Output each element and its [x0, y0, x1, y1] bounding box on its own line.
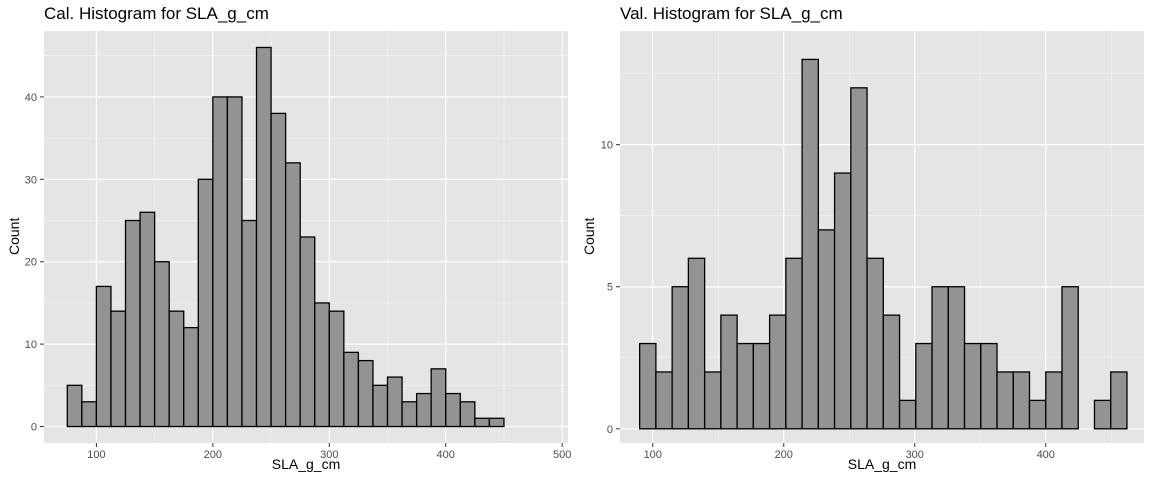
val-histogram-bar: [882, 314, 901, 430]
val-histogram-bar: [736, 342, 755, 430]
cal-y-tick-label: 10: [25, 339, 37, 351]
val-y-tick-label: 5: [607, 282, 613, 294]
val-histogram-bar: [720, 314, 738, 430]
val-histogram-bar: [996, 371, 1014, 430]
val-histogram-bar: [963, 342, 982, 430]
cal-x-tick-label: 500: [553, 449, 571, 461]
cal-x-tick-label: 200: [204, 449, 222, 461]
cal-x-tick-label: 100: [87, 449, 105, 461]
cal-y-tick-label: 0: [31, 422, 37, 434]
val-histogram-bar: [980, 342, 998, 430]
val-x-tick-label: 400: [1037, 449, 1055, 461]
val-x-axis-label: SLA_g_cm: [847, 456, 917, 472]
cal-y-tick-label: 40: [25, 92, 37, 104]
cal-y-tick-label: 30: [25, 174, 37, 186]
val-histogram-bar: [1045, 371, 1063, 430]
cal-x-tick-label: 400: [437, 449, 455, 461]
val-histogram-bar: [655, 371, 673, 430]
val-y-tick-label: 0: [607, 424, 613, 436]
val-histogram-bar: [785, 257, 803, 430]
cal-chart-title: Cal. Histogram for SLA_g_cm: [44, 4, 269, 23]
val-histogram-bar: [947, 286, 966, 430]
val-histogram-bar: [1012, 371, 1031, 430]
val-histogram-bar: [833, 172, 852, 430]
val-histogram-bar: [898, 399, 917, 430]
val-histogram-bar: [768, 314, 787, 430]
val-histogram-bar: [687, 257, 706, 430]
val-histogram-bar: [1110, 371, 1128, 430]
cal-histogram-bar: [488, 417, 505, 428]
val-x-tick-label: 300: [906, 449, 924, 461]
val-histogram-bar: [1028, 399, 1047, 430]
val-histogram-bar: [752, 342, 771, 430]
val-y-tick-label: 10: [601, 140, 613, 152]
val-x-tick-label: 200: [775, 449, 793, 461]
val-histogram-bar: [817, 229, 836, 430]
val-histogram-bar: [931, 286, 949, 430]
cal-y-tick-label: 20: [25, 257, 37, 269]
val-chart-title: Val. Histogram for SLA_g_cm: [620, 4, 843, 23]
val-histogram-bar: [801, 58, 819, 430]
val-histogram-bar: [1093, 399, 1112, 430]
cal-x-axis-label: SLA_g_cm: [271, 456, 341, 472]
val-histogram-bar: [1061, 286, 1079, 430]
val-histogram-bar: [866, 257, 884, 430]
val-histogram-bar: [850, 87, 868, 430]
val-histogram-bar: [639, 342, 657, 430]
val-histogram-bar: [915, 342, 933, 430]
val-histogram-bar: [671, 286, 690, 430]
cal-histogram-bar: [459, 401, 476, 428]
val-x-tick-label: 100: [644, 449, 662, 461]
val-histogram-bar: [703, 371, 722, 430]
cal-x-tick-label: 300: [320, 449, 338, 461]
